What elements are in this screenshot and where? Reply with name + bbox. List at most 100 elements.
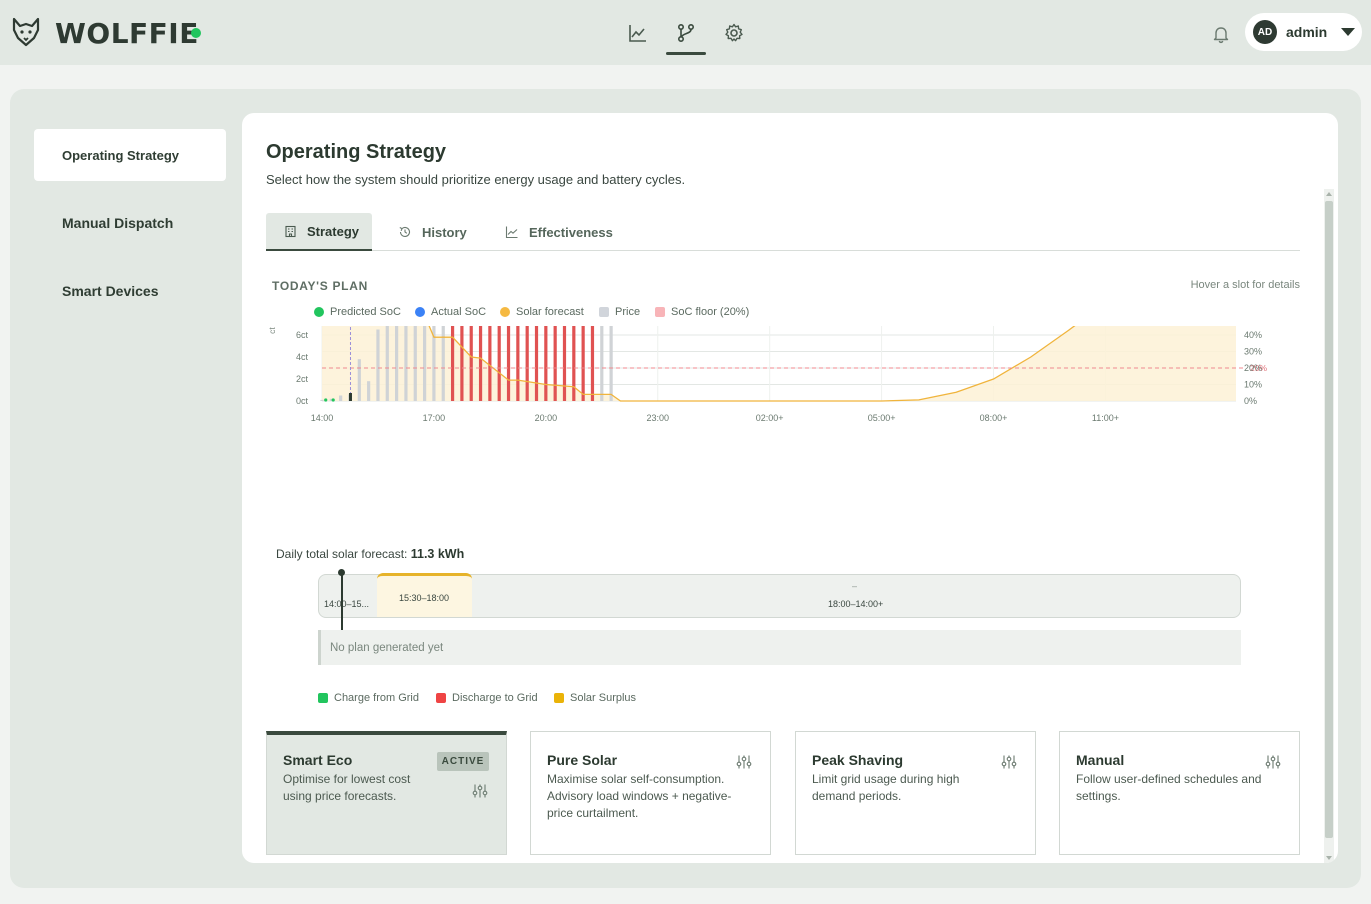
legend-solar-surplus: Solar Surplus bbox=[554, 691, 636, 705]
daily-solar-label: Daily total solar forecast: bbox=[276, 547, 408, 561]
price-bar bbox=[339, 395, 343, 401]
user-name: admin bbox=[1286, 24, 1328, 40]
hover-hint: Hover a slot for details bbox=[1190, 279, 1300, 291]
y-left-tick-label: 0ct bbox=[296, 396, 309, 406]
sliders-config-icon[interactable] bbox=[472, 783, 488, 799]
discharge-price-bar bbox=[506, 240, 511, 401]
page-subtitle: Select how the system should prioritize … bbox=[266, 172, 686, 187]
timeline-segment[interactable]: 18:00–14:00+ bbox=[828, 599, 884, 609]
y-left-tick-label: 4ct bbox=[296, 352, 309, 362]
legend-label: Charge from Grid bbox=[334, 692, 419, 704]
legend-soc-floor[interactable]: SoC floor (20%) bbox=[655, 305, 749, 319]
timeline-now-dot bbox=[338, 569, 345, 576]
legend-price[interactable]: Price bbox=[599, 305, 640, 319]
settings-gear-icon[interactable] bbox=[723, 22, 745, 44]
price-bar bbox=[320, 399, 324, 401]
y-left-tick-label: 2ct bbox=[296, 374, 309, 384]
discharge-price-bar bbox=[572, 247, 576, 401]
daily-solar-value: 11.3 kWh bbox=[410, 547, 465, 561]
mode-title: Pure Solar bbox=[547, 752, 618, 768]
schedule-timeline[interactable]: 14:00–15... 15:30–18:00 – 18:00–14:00+ bbox=[318, 573, 1241, 618]
legend-label: Price bbox=[615, 306, 641, 318]
mode-description: Limit grid usage during high demand peri… bbox=[812, 772, 960, 803]
price-bar bbox=[404, 293, 408, 401]
top-bar: WOLFFIE AD admin bbox=[0, 0, 1371, 65]
legend-label: Actual SoC bbox=[431, 306, 487, 318]
flow-branch-icon[interactable] bbox=[675, 22, 697, 44]
timeline-segment[interactable]: 14:00–15... bbox=[324, 599, 370, 609]
x-tick-label: 11:00+ bbox=[1092, 413, 1119, 423]
discharge-price-bar bbox=[460, 251, 464, 401]
discharge-price-bar bbox=[534, 240, 539, 401]
y-right-tick-label: 40% bbox=[1244, 330, 1262, 340]
legend-swatch bbox=[314, 307, 324, 317]
chart-icon[interactable] bbox=[627, 22, 649, 44]
scroll-up-arrow-icon[interactable] bbox=[1326, 192, 1332, 196]
mode-card-peak-shaving[interactable]: Peak Shaving Limit grid usage during hig… bbox=[795, 731, 1036, 855]
price-bar bbox=[422, 277, 427, 401]
legend-swatch bbox=[436, 693, 446, 703]
scroll-down-arrow-icon[interactable] bbox=[1326, 856, 1332, 860]
legend-swatch bbox=[655, 307, 665, 317]
discharge-price-bar bbox=[469, 247, 473, 401]
legend-swatch bbox=[500, 307, 510, 317]
y-left-axis-label: ct / kWh bbox=[267, 326, 277, 334]
discharge-price-bar bbox=[488, 241, 492, 401]
tab-label: History bbox=[422, 224, 467, 240]
brand-name[interactable]: WOLFFIE bbox=[55, 17, 199, 50]
sidebar-item-manual-dispatch[interactable]: Manual Dispatch bbox=[34, 197, 226, 249]
sidebar-item-label: Manual Dispatch bbox=[62, 215, 174, 231]
sliders-config-icon[interactable] bbox=[1001, 754, 1017, 770]
mode-description: Maximise solar self-consumption. Advisor… bbox=[547, 772, 732, 820]
timeline-segment-active[interactable]: 15:30–18:00 bbox=[377, 573, 472, 617]
legend-predicted-soc[interactable]: Predicted SoC bbox=[314, 305, 401, 319]
wolf-logo-icon[interactable] bbox=[10, 16, 42, 48]
notification-bell-icon[interactable] bbox=[1211, 24, 1231, 44]
sliders-config-icon[interactable] bbox=[736, 754, 752, 770]
tabs-divider bbox=[266, 250, 1300, 251]
mode-title: Smart Eco bbox=[283, 752, 353, 768]
y-right-tick-label: 0% bbox=[1244, 396, 1257, 406]
x-tick-label: 08:00+ bbox=[980, 413, 1008, 423]
sliders-config-icon[interactable] bbox=[1265, 754, 1281, 770]
discharge-price-bar bbox=[450, 258, 455, 401]
legend-swatch bbox=[599, 307, 609, 317]
legend-charge-from-grid: Charge from Grid bbox=[318, 691, 419, 705]
sidebar-item-operating-strategy[interactable]: Operating Strategy bbox=[34, 129, 226, 181]
mode-card-manual[interactable]: Manual Follow user-defined schedules and… bbox=[1059, 731, 1300, 855]
mode-card-smart-eco[interactable]: Smart Eco Optimise for lowest cost using… bbox=[266, 731, 507, 855]
user-menu[interactable]: AD admin bbox=[1245, 13, 1362, 51]
legend-label: Discharge to Grid bbox=[452, 692, 538, 704]
price-bar bbox=[385, 302, 389, 401]
discharge-price-bar bbox=[497, 238, 501, 401]
no-plan-message: No plan generated yet bbox=[318, 630, 1241, 665]
tab-strategy[interactable]: Strategy bbox=[266, 213, 372, 251]
plan-chart-svg[interactable]: 20%now0ct2ct4ct6ct8ct10ct12ct14ct15ct0%1… bbox=[266, 225, 1319, 541]
todays-plan-heading: TODAY'S PLAN bbox=[272, 279, 368, 293]
sidebar-item-label: Smart Devices bbox=[62, 283, 159, 299]
building-icon bbox=[285, 225, 296, 237]
tab-effectiveness[interactable]: Effectiveness bbox=[505, 213, 613, 251]
legend-solar-forecast[interactable]: Solar forecast bbox=[500, 305, 584, 319]
avatar: AD bbox=[1253, 20, 1277, 44]
price-bar bbox=[432, 258, 436, 401]
scrollbar-thumb[interactable] bbox=[1325, 201, 1333, 838]
price-bar bbox=[395, 274, 399, 401]
x-tick-label: 02:00+ bbox=[756, 413, 784, 423]
y-right-tick-label: 20% bbox=[1244, 363, 1262, 373]
todays-plan-chart[interactable]: 20%now0ct2ct4ct6ct8ct10ct12ct14ct15ct0%1… bbox=[266, 225, 1319, 541]
mode-description: Follow user-defined schedules and settin… bbox=[1076, 772, 1262, 803]
discharge-price-bar bbox=[478, 242, 483, 401]
legend-discharge-to-grid: Discharge to Grid bbox=[436, 691, 538, 705]
legend-actual-soc[interactable]: Actual SoC bbox=[415, 305, 486, 319]
sidebar-item-smart-devices[interactable]: Smart Devices bbox=[34, 265, 226, 317]
discharge-price-bar bbox=[590, 255, 595, 401]
mode-title: Peak Shaving bbox=[812, 752, 904, 768]
price-bar bbox=[329, 398, 333, 401]
y-right-tick-label: 10% bbox=[1244, 380, 1262, 390]
solar-forecast-area bbox=[322, 269, 1236, 401]
mode-card-pure-solar[interactable]: Pure Solar Maximise solar self-consumpti… bbox=[530, 731, 771, 855]
tab-history[interactable]: History bbox=[398, 213, 467, 251]
soc-floor-label: 20% bbox=[1250, 363, 1267, 373]
discharge-price-bar bbox=[581, 249, 585, 401]
